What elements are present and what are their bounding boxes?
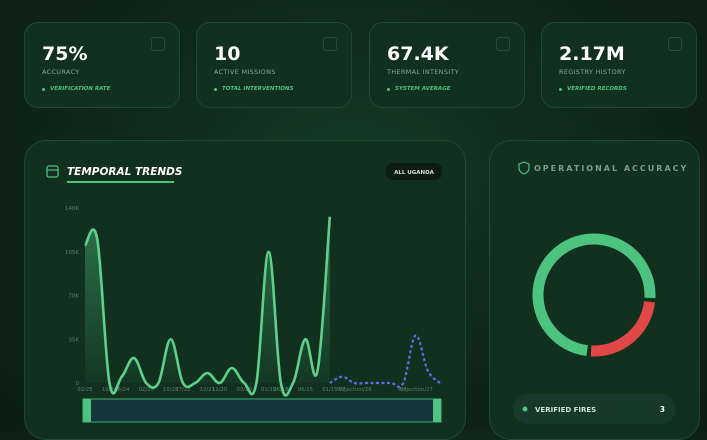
y-tick-label: 70K	[68, 294, 79, 300]
line-series	[329, 334, 441, 388]
x-tick-label: 02/23	[139, 387, 154, 393]
calendar-icon	[46, 165, 59, 178]
icon	[496, 37, 510, 51]
line-area	[85, 216, 330, 396]
dot	[42, 88, 45, 91]
y-tick-label: 0	[76, 381, 80, 387]
legend-label: VERIFIED FIRES	[535, 406, 596, 414]
y-tick-label: 35K	[68, 337, 79, 343]
y-tick-label: 140K	[65, 206, 79, 212]
dot	[387, 88, 390, 91]
kpi-card: 2.17M REGISTRY HISTORY VERIFIED RECORDS	[541, 22, 697, 108]
line-series	[83, 216, 332, 397]
filter-button[interactable]	[386, 163, 442, 180]
brush-handle[interactable]	[433, 399, 441, 422]
kpi-label: THERMAL INTENSITY	[387, 68, 460, 76]
dot	[214, 88, 217, 91]
icon	[151, 37, 165, 51]
x-tick-label: 06/24	[114, 387, 130, 393]
kpi-label: REGISTRY HISTORY	[559, 68, 626, 76]
filter-label[interactable]: ALL UGANDA	[394, 170, 435, 176]
kpi-card: 67.4K THERMAL INTENSITY SYSTEM AVERAGE	[369, 22, 525, 108]
kpi-note: SYSTEM AVERAGE	[395, 86, 451, 92]
kpi-value: 2.17M	[559, 43, 625, 65]
y-tick-label: 105K	[65, 250, 79, 256]
chart-title: OPERATIONAL ACCURACY	[534, 164, 688, 173]
dot	[559, 88, 562, 91]
charts: TEMPORAL TRENDS ALL UGANDA OPERATIONAL A…	[46, 161, 688, 424]
x-tick-label: 02/25	[77, 387, 92, 393]
brush-handle[interactable]	[83, 399, 91, 422]
icon	[668, 37, 682, 51]
kpi-value: 67.4K	[387, 43, 449, 65]
kpi-card: 10 ACTIVE MISSIONS TOTAL INTERVENTIONS	[196, 22, 352, 108]
x-tick-label: 07/22	[175, 387, 190, 393]
icon	[323, 37, 337, 51]
range-brush[interactable]	[82, 398, 442, 423]
shield-icon	[518, 161, 530, 175]
x-tick-label: 12/21	[200, 387, 215, 393]
kpi-label: ACCURACY	[42, 68, 80, 76]
x-tick-label: 01/19	[261, 387, 276, 393]
x-tick-label: Projection/26	[337, 387, 372, 393]
x-tick-label: 07	[339, 387, 346, 393]
kpi-label: ACTIVE MISSIONS	[214, 68, 276, 76]
x-tick-label: Projection/27	[398, 387, 433, 393]
kpi-value: 10	[214, 43, 241, 65]
kpi-note: VERIFICATION RATE	[50, 86, 111, 92]
kpi-note: VERIFIED RECORDS	[567, 86, 627, 92]
x-tick-label: 03/20	[237, 387, 253, 393]
legend-dot	[522, 406, 528, 412]
donut-slice	[590, 300, 656, 357]
x-tick-label: 10/23	[163, 387, 178, 393]
donut-slice	[532, 233, 656, 357]
legend-value: 3	[660, 405, 665, 414]
title-underline	[67, 181, 174, 183]
x-tick-label: 01/15	[322, 387, 337, 393]
x-tick-label: 06/15	[298, 387, 313, 393]
accuracy-panel	[489, 140, 700, 440]
kpi-note: TOTAL INTERVENTIONS	[222, 86, 294, 92]
x-tick-label: 03	[400, 387, 407, 393]
chart-title: TEMPORAL TRENDS	[67, 166, 182, 178]
x-tick-label: 12/20	[212, 387, 228, 393]
kpi-value: 75%	[42, 43, 88, 65]
kpi-card: 75% ACCURACY VERIFICATION RATE	[24, 22, 180, 108]
legend-item	[513, 394, 675, 424]
